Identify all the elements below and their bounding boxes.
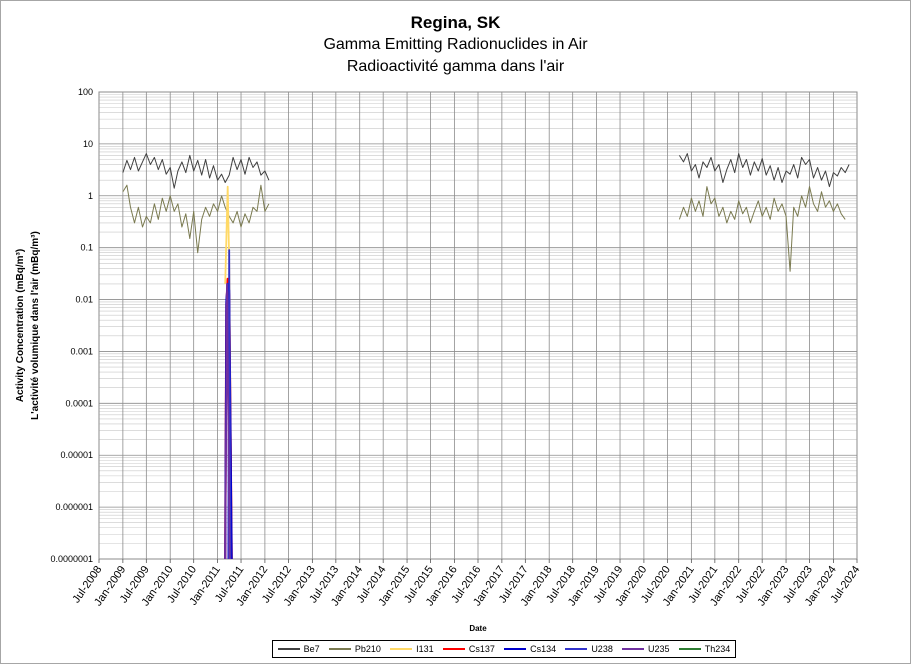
legend-item-u235: U235: [622, 644, 670, 654]
y-tick-label: 0.000001: [55, 502, 93, 512]
series-line-be7: [122, 153, 270, 189]
legend-swatch: [442, 648, 465, 650]
legend-item-cs137: Cs137: [442, 644, 495, 654]
legend-item-be7: Be7: [277, 644, 320, 654]
series-line-pb210: [678, 186, 846, 272]
legend-item-pb210: Pb210: [328, 644, 381, 654]
legend-label: Cs137: [468, 644, 495, 654]
legend-item-u238: U238: [565, 644, 613, 654]
legend-label: Cs134: [530, 644, 557, 654]
chart-title: Regina, SK: [410, 13, 501, 32]
legend-item-th234: Th234: [678, 644, 731, 654]
legend-swatch: [390, 648, 413, 650]
x-axis-title: Date: [469, 624, 487, 633]
chart-subtitle-fr: Radioactivité gamma dans l'air: [346, 58, 565, 75]
y-tick-label: 0.01: [75, 295, 93, 305]
legend-item-i131: I131: [390, 644, 434, 654]
legend-label: Th234: [704, 644, 731, 654]
y-tick-label: 0.001: [70, 346, 93, 356]
legend-label: U238: [591, 644, 613, 654]
chart-legend: Be7 Pb210 I131 Cs137 Cs134 U238 U235 Th234: [272, 640, 736, 658]
legend-label: Pb210: [354, 644, 381, 654]
legend-swatch: [277, 648, 300, 650]
y-tick-label: 10: [83, 139, 93, 149]
legend-swatch: [504, 648, 527, 650]
legend-swatch: [328, 648, 351, 650]
y-axis-title-en: Activity Concentration (mBq/m³): [15, 249, 26, 402]
series-line-u235: [224, 282, 231, 560]
chart-subtitle-en: Gamma Emitting Radionuclides in Air: [323, 36, 588, 53]
y-tick-label: 0.0001: [65, 398, 93, 408]
series-line-pb210: [122, 184, 270, 254]
y-tick-label: 1: [88, 191, 93, 201]
legend-swatch: [678, 648, 701, 650]
legend-label: Be7: [303, 644, 320, 654]
y-tick-label: 0.00001: [60, 450, 93, 460]
y-tick-label: 100: [78, 87, 93, 97]
series-line-be7: [678, 153, 850, 188]
legend-label: U235: [648, 644, 670, 654]
legend-swatch: [565, 648, 588, 650]
legend-item-cs134: Cs134: [504, 644, 556, 654]
legend-swatch: [622, 648, 645, 650]
y-tick-label: 0.0000001: [50, 554, 93, 564]
legend-label: I131: [416, 644, 434, 654]
y-tick-label: 0.1: [80, 243, 93, 253]
y-axis-title-fr: L'activité volumique dans l'air (mBq/m³): [30, 231, 41, 420]
